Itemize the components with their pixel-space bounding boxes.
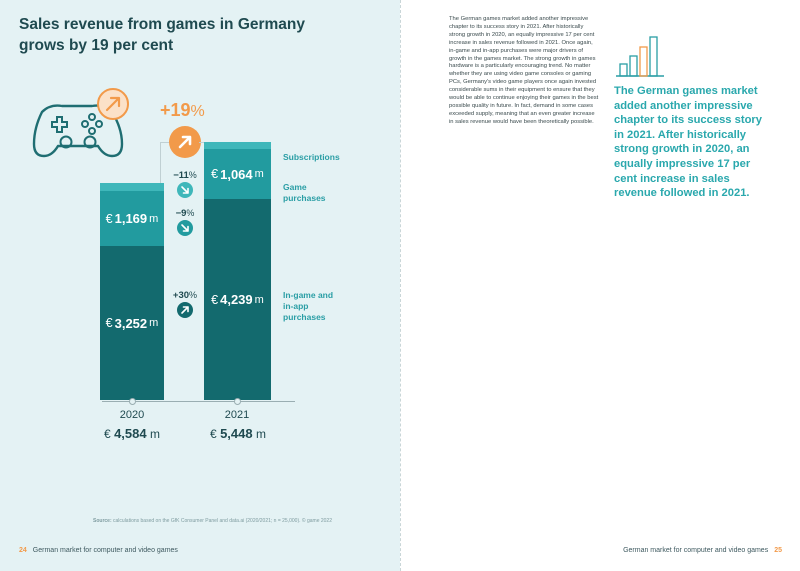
- footer-left: 24 German market for computer and video g…: [19, 547, 178, 554]
- arrow-up-right-icon: [97, 88, 129, 120]
- x-axis-tick-2021: [234, 398, 241, 405]
- bar-2020-game-purchases: €1,169 m: [100, 191, 164, 246]
- bar-2020-subscriptions: [100, 183, 164, 191]
- page-number-left: 24: [19, 547, 27, 554]
- bar-2021-subscriptions: [204, 142, 271, 149]
- x-axis: [102, 401, 295, 402]
- unit: m: [255, 427, 266, 441]
- change-game-purchases-icon: [177, 220, 193, 236]
- footer-left-text: German market for computer and video gam…: [32, 547, 178, 554]
- unit: m: [149, 317, 159, 329]
- legend-in-game: In-game and in-app purchases: [283, 290, 334, 322]
- change-unit: %: [188, 170, 197, 180]
- currency-sign: €: [104, 427, 111, 441]
- source-text: calculations based on the GfK Consumer P…: [113, 518, 332, 524]
- game-2020-value: 1,169: [114, 211, 148, 226]
- currency-sign: €: [211, 167, 219, 181]
- bracket-2020: [160, 142, 169, 186]
- total-2021: € 5,448 m: [193, 426, 283, 441]
- footer-right-text: German market for computer and video gam…: [623, 547, 769, 554]
- left-page: [0, 0, 400, 571]
- total-change-label: +19%: [160, 100, 205, 121]
- change-in-game-value: +30: [172, 290, 190, 301]
- change-subscriptions-icon: [177, 182, 193, 198]
- change-game-purchases-value: −9: [175, 208, 187, 219]
- x-axis-tick-2020: [129, 398, 136, 405]
- change-in-game: +30%: [170, 290, 200, 301]
- x-tick-label-2021: 2021: [224, 409, 250, 421]
- total-2020: € 4,584 m: [87, 426, 177, 441]
- bar-2020-in-game: €3,252 m: [100, 246, 164, 400]
- unit: m: [149, 212, 159, 225]
- footer-right: German market for computer and video gam…: [623, 547, 782, 554]
- body-text: The German games market added another im…: [449, 16, 599, 125]
- currency-sign: €: [105, 211, 113, 226]
- total-change-unit: %: [190, 103, 205, 120]
- change-in-game-icon: [177, 302, 193, 318]
- change-game-purchases: −9%: [170, 208, 200, 219]
- page-number-right: 25: [774, 547, 782, 554]
- unit: m: [254, 168, 264, 180]
- x-tick-label-2020: 2020: [119, 409, 145, 421]
- page-title: Sales revenue from games in Germany grow…: [19, 16, 306, 54]
- highlight-quote: The German games market added another im…: [614, 85, 762, 200]
- arrow-down-right-icon: [181, 186, 189, 194]
- change-subscriptions: −11%: [170, 170, 200, 181]
- source-label: Source:: [93, 518, 112, 524]
- currency-sign: €: [210, 427, 217, 441]
- total-2020-value: 4,584: [114, 426, 147, 441]
- change-unit: %: [186, 208, 195, 218]
- unit: m: [254, 293, 264, 306]
- total-change-icon: [169, 126, 201, 158]
- unit: m: [149, 427, 160, 441]
- legend-game-purchases: Game purchases: [283, 182, 326, 203]
- bar-2021-in-game: €4,239 m: [204, 199, 271, 400]
- growth-bars-icon: [616, 36, 664, 77]
- gamepad-icon: [32, 104, 124, 158]
- source-note: Source: calculations based on the GfK Co…: [93, 518, 332, 524]
- total-2021-value: 5,448: [220, 426, 253, 441]
- change-unit: %: [189, 290, 198, 300]
- currency-sign: €: [105, 316, 113, 330]
- total-change-value: +19: [160, 100, 191, 120]
- arrow-up-right-icon: [178, 135, 192, 149]
- in-2020-value: 3,252: [114, 315, 148, 331]
- game-2021-value: 1,064: [220, 166, 253, 182]
- legend-subscriptions: Subscriptions: [283, 152, 340, 162]
- arrow-up-right-icon: [181, 306, 189, 314]
- bar-2021-game-purchases: €1,064 m: [204, 149, 271, 199]
- currency-sign: €: [211, 292, 219, 307]
- page-divider: [400, 0, 401, 571]
- in-2021-value: 4,239: [220, 292, 253, 307]
- change-subscriptions-value: −11: [173, 170, 189, 181]
- arrow-down-right-icon: [181, 224, 189, 232]
